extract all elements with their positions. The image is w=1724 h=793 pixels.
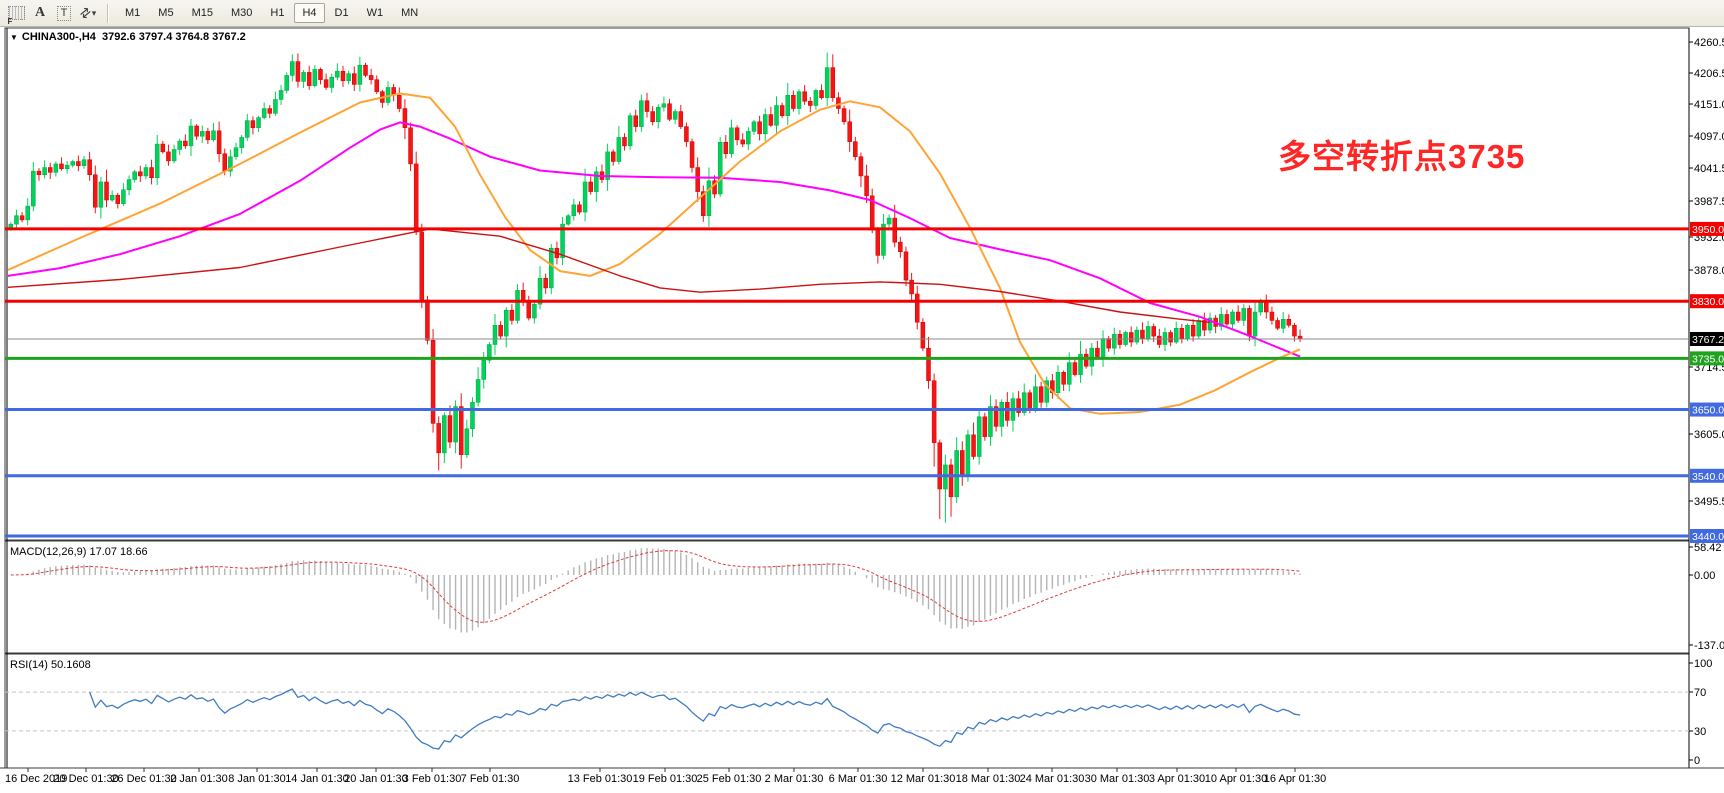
svg-text:2 Jan 01:30: 2 Jan 01:30	[170, 773, 228, 785]
price-badge-3540.0	[1690, 468, 1724, 483]
ohlc-values: 3792.6 3797.4 3764.8 3767.2	[102, 31, 246, 43]
price-badge-3830.0	[1690, 294, 1724, 309]
svg-text:26 Dec 01:30: 26 Dec 01:30	[111, 773, 176, 785]
svg-text:3735.0: 3735.0	[1692, 353, 1724, 365]
toolbar-separator	[107, 3, 109, 23]
svg-text:3987.5: 3987.5	[1694, 196, 1724, 208]
cycle-arrows-icon[interactable]: ⇄ ▾	[75, 3, 97, 22]
svg-text:3950.0: 3950.0	[1692, 224, 1724, 236]
ma-orange	[7, 92, 1301, 415]
price-badge-3650.0	[1690, 402, 1724, 417]
text-label-icon[interactable]: T	[54, 3, 74, 23]
price-badge-3767.2	[1690, 331, 1724, 346]
macd-layer	[10, 548, 1301, 633]
svg-text:12 Mar 01:30: 12 Mar 01:30	[891, 773, 956, 785]
font-a-icon[interactable]: A	[34, 5, 46, 20]
rsi-line	[88, 688, 1301, 750]
svg-text:-137.09: -137.09	[1694, 640, 1724, 652]
svg-text:0.00: 0.00	[1694, 570, 1715, 582]
svg-text:3 Apr 01:30: 3 Apr 01:30	[1149, 773, 1205, 785]
svg-text:3830.0: 3830.0	[1692, 296, 1724, 308]
svg-text:3495.5: 3495.5	[1694, 496, 1724, 508]
svg-text:24 Mar 01:30: 24 Mar 01:30	[1020, 773, 1085, 785]
macd-signal-line	[10, 550, 1301, 623]
svg-text:19 Feb 01:30: 19 Feb 01:30	[633, 773, 698, 785]
timeframe-M30[interactable]: M30	[230, 7, 253, 19]
svg-text:3605.0: 3605.0	[1694, 429, 1724, 441]
svg-text:20 Jan 01:30: 20 Jan 01:30	[344, 773, 408, 785]
price-axis[interactable]: 4260.54206.54151.04097.04041.53987.53932…	[1689, 37, 1724, 767]
timeframe-MN[interactable]: MN	[401, 7, 419, 19]
toolbar: F A T ⇄ ▾ M1 M5 M15 M30 H1 H4 D1 W1 MN	[0, 0, 1724, 27]
svg-text:7 Feb 01:30: 7 Feb 01:30	[461, 773, 520, 785]
price-badge-3440.0	[1690, 528, 1724, 543]
svg-text:3540.0: 3540.0	[1692, 471, 1724, 483]
svg-text:3767.2: 3767.2	[1692, 334, 1724, 346]
svg-text:18 Mar 01:30: 18 Mar 01:30	[956, 773, 1021, 785]
svg-text:20 Dec 01:30: 20 Dec 01:30	[53, 773, 118, 785]
svg-text:2 Mar 01:30: 2 Mar 01:30	[765, 773, 824, 785]
chart-title: ▼ CHINA300-,H4 3792.6 3797.4 3764.8 3767.…	[10, 31, 246, 43]
dropdown-caret-icon[interactable]: ▾	[91, 7, 97, 18]
svg-text:8 Jan 01:30: 8 Jan 01:30	[228, 773, 286, 785]
chart-background	[0, 27, 1724, 788]
chart-annotation-text: 多空转折点3735	[1278, 138, 1526, 175]
svg-text:16 Apr 01:30: 16 Apr 01:30	[1264, 773, 1326, 785]
macd-indicator-label: MACD(12,26,9) 17.07 18.66	[10, 546, 148, 558]
level-lines-layer	[5, 227, 1689, 538]
svg-text:4097.0: 4097.0	[1694, 131, 1724, 143]
timeframe-group: M1 M5 M15 M30 H1 H4 D1 W1 MN	[116, 3, 427, 23]
rsi-layer	[5, 688, 1689, 750]
svg-text:4041.5: 4041.5	[1694, 163, 1724, 175]
timeframe-W1[interactable]: W1	[366, 7, 384, 19]
chevron-down-icon[interactable]: ▼	[10, 33, 18, 42]
symbol-period-label: CHINA300-,H4	[21, 31, 96, 43]
svg-text:3650.0: 3650.0	[1692, 405, 1724, 417]
svg-text:30: 30	[1694, 726, 1706, 738]
svg-text:100: 100	[1694, 658, 1712, 670]
svg-text:6 Mar 01:30: 6 Mar 01:30	[829, 773, 888, 785]
price-badge-3735.0	[1690, 351, 1724, 366]
timeframe-M1[interactable]: M1	[125, 7, 141, 19]
toolbar-grid-f-icon[interactable]: F	[6, 3, 26, 26]
svg-text:16 Dec 2019: 16 Dec 2019	[5, 773, 67, 785]
price-badge-3950.0	[1690, 221, 1724, 236]
svg-text:4206.5: 4206.5	[1694, 68, 1724, 80]
timeframe-M5[interactable]: M5	[158, 7, 174, 19]
timeframe-M15[interactable]: M15	[191, 7, 213, 19]
svg-text:10 Apr 01:30: 10 Apr 01:30	[1205, 773, 1267, 785]
svg-text:4151.0: 4151.0	[1694, 99, 1724, 111]
svg-text:3440.0: 3440.0	[1692, 531, 1724, 543]
svg-text:70: 70	[1694, 687, 1706, 699]
svg-text:3878.0: 3878.0	[1694, 265, 1724, 277]
svg-text:14 Jan 01:30: 14 Jan 01:30	[285, 773, 349, 785]
timeframe-H1[interactable]: H1	[270, 7, 285, 19]
svg-text:30 Mar 01:30: 30 Mar 01:30	[1085, 773, 1150, 785]
rsi-indicator-label: RSI(14) 50.1608	[10, 659, 91, 671]
svg-text:4260.5: 4260.5	[1694, 37, 1724, 49]
timeframe-D1[interactable]: D1	[334, 7, 349, 19]
svg-text:25 Feb 01:30: 25 Feb 01:30	[697, 773, 762, 785]
svg-text:13 Feb 01:30: 13 Feb 01:30	[568, 773, 633, 785]
svg-text:0: 0	[1694, 755, 1700, 767]
svg-text:58.42: 58.42	[1694, 542, 1722, 554]
ma-magenta	[7, 121, 1301, 358]
svg-text:3 Feb 01:30: 3 Feb 01:30	[403, 773, 462, 785]
timeframe-H4[interactable]: H4	[294, 3, 325, 23]
